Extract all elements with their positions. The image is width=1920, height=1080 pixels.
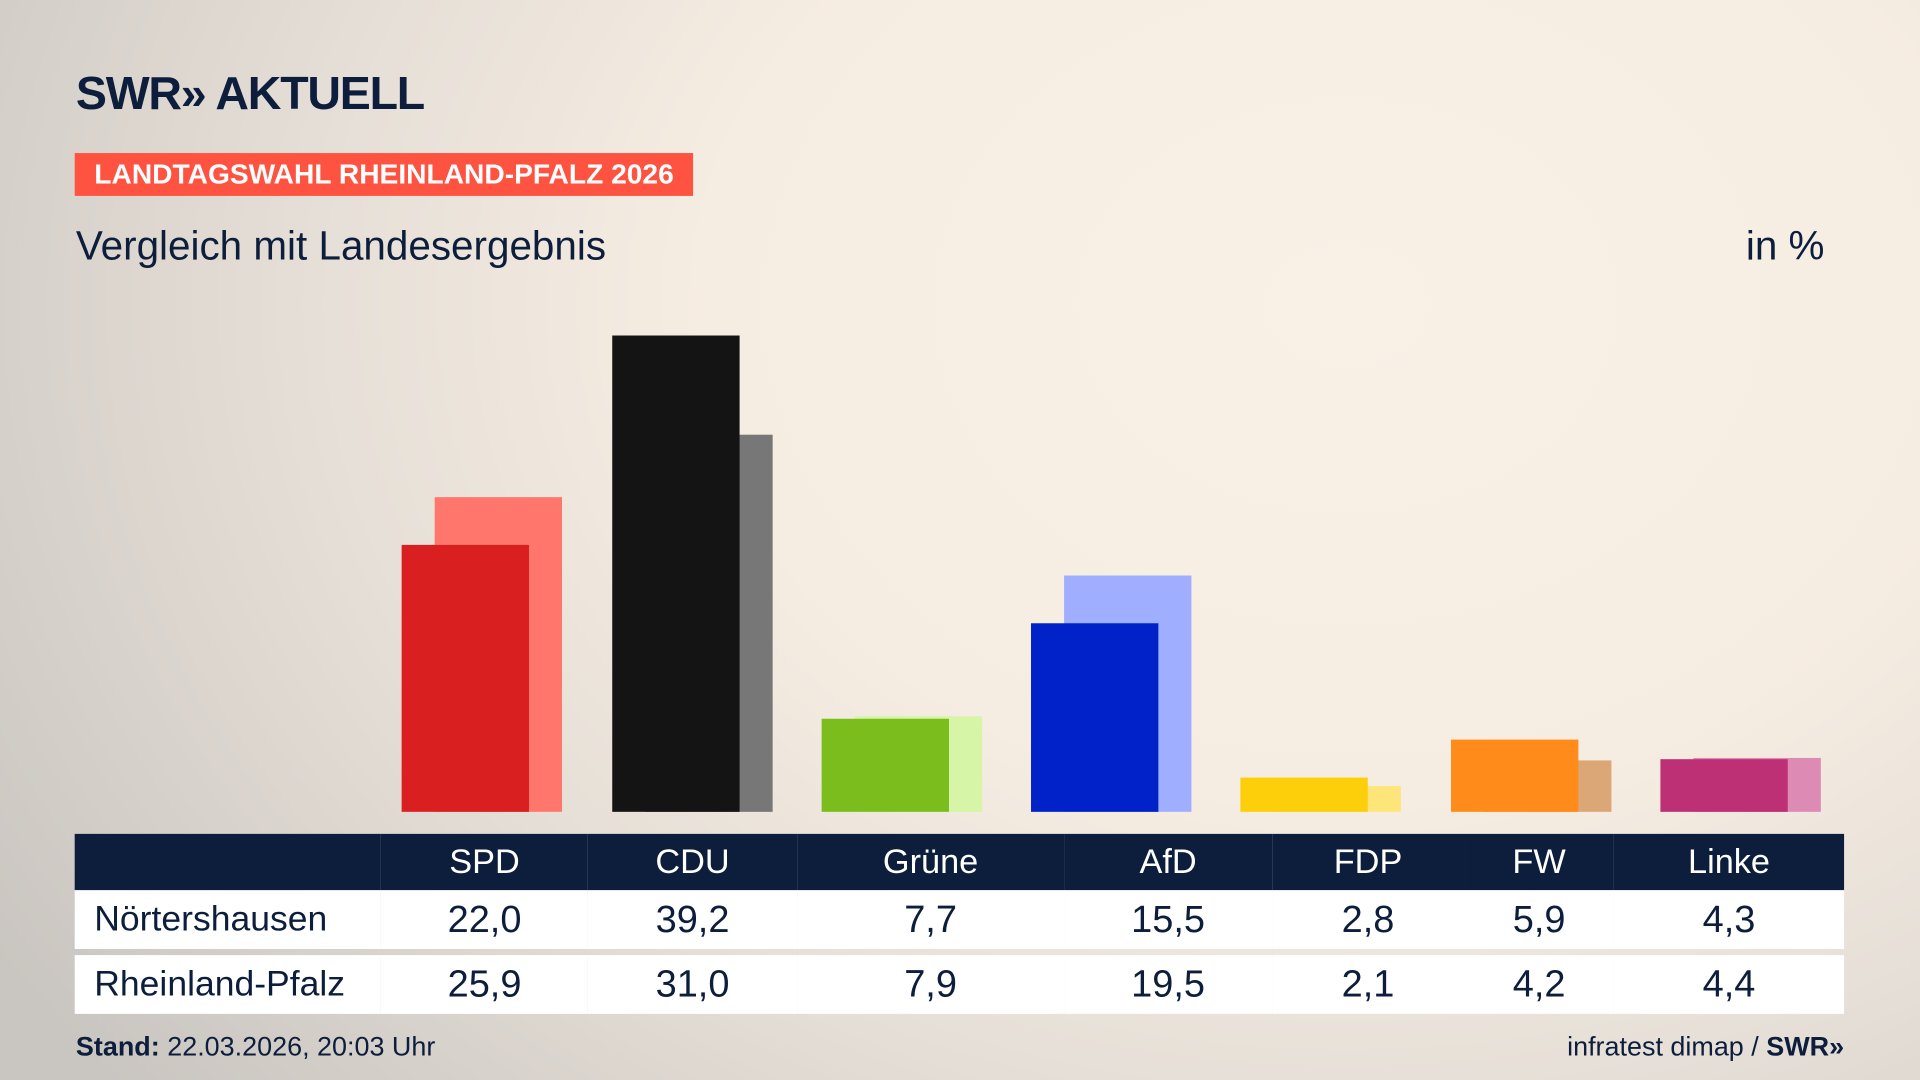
table-row: Nörtershausen 22,0 39,2 7,7 15,5 2,8 5,9 4,3 — [74, 890, 1845, 949]
results-table: SPD CDU Grüne AfD FDP FW Linke Nörtershausen 22,… — [74, 833, 1845, 1014]
source: infratest dimap / SWR» — [1567, 1031, 1844, 1063]
swr-logo: SWR» — [1766, 1031, 1845, 1062]
table-header: SPD CDU Grüne AfD FDP FW Linke — [74, 833, 1845, 891]
bar-fdp-gemeinde — [1240, 777, 1368, 812]
party-label: Grüne — [796, 833, 1065, 891]
bar-grüne-gemeinde — [821, 718, 949, 812]
party-label: SPD — [380, 833, 589, 891]
value-cell: 15,5 — [1064, 890, 1272, 949]
value-cell: 19,5 — [1064, 955, 1272, 1014]
election-badge: LANDTAGSWAHL RHEINLAND-PFALZ 2026 — [74, 153, 694, 196]
party-label: FW — [1464, 833, 1614, 891]
stand-value: 22.03.2026, 20:03 Uhr — [167, 1031, 436, 1062]
value-cell: 2,1 — [1271, 955, 1465, 1014]
party-label: CDU — [588, 833, 797, 891]
row-label: Rheinland-Pfalz — [74, 955, 381, 1014]
value-cell: 4,2 — [1464, 955, 1614, 1014]
chart-subtitle: Vergleich mit Landesergebnis — [75, 222, 607, 269]
bar-afd-gemeinde — [1031, 623, 1159, 812]
unit-label: in % — [1745, 222, 1825, 269]
value-cell: 25,9 — [380, 955, 589, 1014]
swr-aktuell-logo: SWR» AKTUELL — [75, 68, 425, 121]
party-label: FDP — [1271, 833, 1465, 891]
party-label: AfD — [1064, 833, 1272, 891]
value-cell: 39,2 — [588, 890, 797, 949]
value-cell: 2,8 — [1271, 890, 1465, 949]
value-cell: 4,3 — [1613, 890, 1845, 949]
bar-linke-gemeinde — [1660, 759, 1788, 812]
bar-fw-gemeinde — [1451, 740, 1579, 812]
header-empty — [74, 833, 381, 891]
value-cell: 7,7 — [796, 890, 1065, 949]
party-label: Linke — [1613, 833, 1845, 891]
value-cell: 5,9 — [1464, 890, 1614, 949]
timestamp: Stand: 22.03.2026, 20:03 Uhr — [76, 1031, 435, 1063]
stand-label: Stand: — [75, 1031, 160, 1062]
bar-spd-gemeinde — [401, 544, 529, 812]
value-cell: 31,0 — [588, 955, 797, 1014]
table-row: Rheinland-Pfalz 25,9 31,0 7,9 19,5 2,1 4,2 4,4 — [74, 955, 1845, 1014]
bar-chart — [401, 335, 1821, 812]
source-label: infratest dimap / — [1567, 1031, 1759, 1062]
value-cell: 7,9 — [796, 955, 1065, 1014]
bar-cdu-gemeinde — [612, 335, 740, 812]
row-label: Nörtershausen — [74, 890, 381, 949]
value-cell: 22,0 — [380, 890, 589, 949]
value-cell: 4,4 — [1613, 955, 1845, 1014]
